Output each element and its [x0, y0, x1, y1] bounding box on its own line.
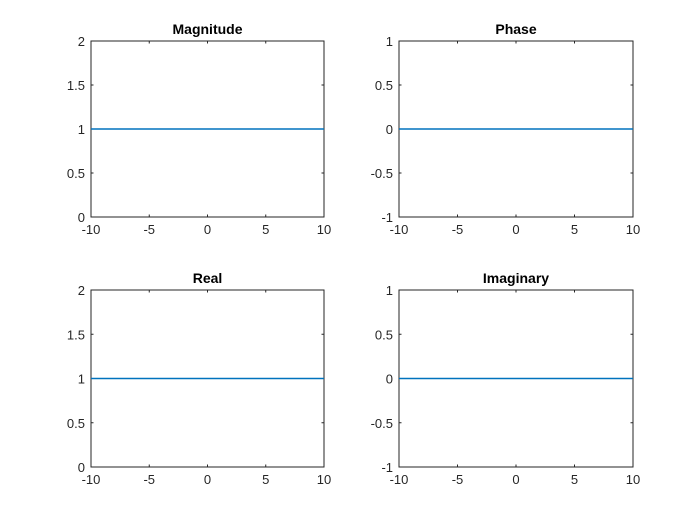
phase-x-tick-label: -10 — [390, 222, 409, 237]
subplot-imaginary: -10 -5 0 5 10 -1 -0.5 0 0.5 1 Imaginary — [371, 270, 641, 487]
real-y-tick-label: 1.5 — [67, 327, 85, 342]
magnitude-x-tick-label: -5 — [143, 222, 155, 237]
real-x-tick-label: 10 — [317, 472, 331, 487]
imaginary-y-tick-label: 0 — [386, 372, 393, 387]
magnitude-y-tick-label: 1.5 — [67, 78, 85, 93]
real-x-tick-label: -5 — [143, 472, 155, 487]
real-y-tick-label: 1 — [78, 372, 85, 387]
phase-x-tick-label: 5 — [571, 222, 578, 237]
phase-y-tick-label: -1 — [381, 210, 393, 225]
phase-x-tick-label: 0 — [512, 222, 519, 237]
real-y-tick-label: 0 — [78, 460, 85, 475]
phase-x-tick-label: 10 — [626, 222, 640, 237]
phase-x-tick-label: -5 — [452, 222, 464, 237]
magnitude-title: Magnitude — [173, 21, 243, 37]
phase-title: Phase — [495, 21, 536, 37]
real-x-tick-label: -10 — [82, 472, 101, 487]
subplot-phase: -10 -5 0 5 10 -1 -0.5 0 0.5 1 Phase — [371, 21, 641, 237]
magnitude-x-tick-label: 10 — [317, 222, 331, 237]
real-x-tick-label: 5 — [262, 472, 269, 487]
real-title: Real — [193, 270, 223, 286]
phase-y-tick-label: 1 — [386, 34, 393, 49]
imaginary-y-tick-label: -0.5 — [371, 416, 393, 431]
imaginary-title: Imaginary — [483, 270, 549, 286]
phase-y-tick-label: -0.5 — [371, 166, 393, 181]
magnitude-y-tick-label: 2 — [78, 34, 85, 49]
magnitude-y-tick-label: 0.5 — [67, 166, 85, 181]
magnitude-y-tick-label: 0 — [78, 210, 85, 225]
imaginary-x-tick-label: 5 — [571, 472, 578, 487]
subplot-magnitude: -10 -5 0 5 10 0 0.5 1 1.5 2 Magnitude — [67, 21, 331, 237]
imaginary-x-tick-label: 10 — [626, 472, 640, 487]
imaginary-x-tick-label: -5 — [452, 472, 464, 487]
magnitude-x-tick-label: 5 — [262, 222, 269, 237]
imaginary-y-tick-label: -1 — [381, 460, 393, 475]
phase-y-tick-label: 0.5 — [375, 78, 393, 93]
imaginary-x-tick-label: -10 — [390, 472, 409, 487]
subplot-real: -10 -5 0 5 10 0 0.5 1 1.5 2 Real — [67, 270, 331, 487]
imaginary-y-tick-label: 1 — [386, 283, 393, 298]
magnitude-x-tick-label: -10 — [82, 222, 101, 237]
real-y-tick-label: 0.5 — [67, 416, 85, 431]
imaginary-y-tick-label: 0.5 — [375, 327, 393, 342]
real-y-tick-label: 2 — [78, 283, 85, 298]
magnitude-x-tick-label: 0 — [204, 222, 211, 237]
imaginary-x-tick-label: 0 — [512, 472, 519, 487]
real-x-tick-label: 0 — [204, 472, 211, 487]
magnitude-y-tick-label: 1 — [78, 122, 85, 137]
phase-y-tick-label: 0 — [386, 122, 393, 137]
